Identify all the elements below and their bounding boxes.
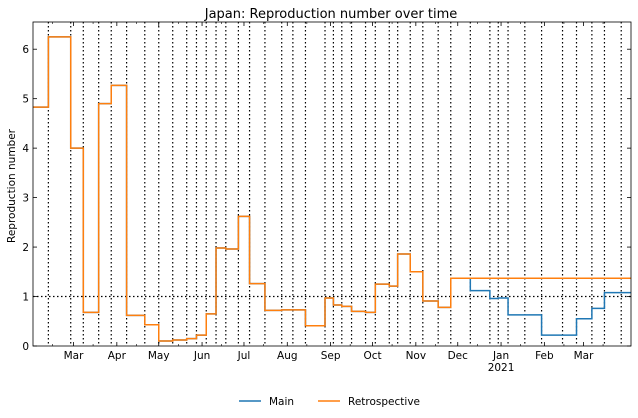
x-tick-label-12: Mar: [574, 350, 594, 362]
y-tick-label-2: 2: [22, 242, 29, 254]
x-tick-label-4: Jul: [237, 350, 251, 362]
x-tick-label-7: Oct: [363, 350, 381, 362]
legend: Main Retrospective: [239, 396, 420, 408]
chart-title: Japan: Reproduction number over time: [204, 7, 458, 22]
x-tick-label-11: Feb: [535, 350, 554, 362]
y-tick-label-4: 4: [22, 143, 29, 155]
x-tick-label-8: Nov: [406, 350, 427, 362]
x-tick-label-9: Dec: [448, 350, 469, 362]
y-tick-label-6: 6: [22, 44, 29, 56]
plot-area: [32, 21, 632, 347]
legend-label-main: Main: [269, 396, 294, 408]
x-tick-label-5: Aug: [277, 350, 298, 362]
x-tick-label-2: May: [148, 350, 170, 362]
x-tick-label-6: Sep: [321, 350, 341, 362]
legend-label-retrospective: Retrospective: [348, 396, 420, 408]
x-tick-label-3: Jun: [193, 350, 210, 362]
changepoint-lines: [47, 22, 622, 346]
y-tick-label-0: 0: [22, 341, 29, 353]
y-tick-label-1: 1: [22, 292, 29, 304]
x-tick-sublabel-10: 2021: [488, 362, 515, 374]
x-tick-label-10: Jan: [492, 350, 509, 362]
x-tick-label-1: Apr: [108, 350, 127, 362]
series-layer: [33, 36, 631, 342]
y-axis: 0 1 2 3 4 5 6: [22, 44, 631, 353]
x-tick-label-0: Mar: [64, 350, 84, 362]
y-tick-label-3: 3: [22, 193, 29, 205]
y-tick-label-5: 5: [22, 94, 29, 106]
y-axis-label: Reproduction number: [6, 128, 18, 243]
series-line-retrospective: [33, 36, 631, 342]
